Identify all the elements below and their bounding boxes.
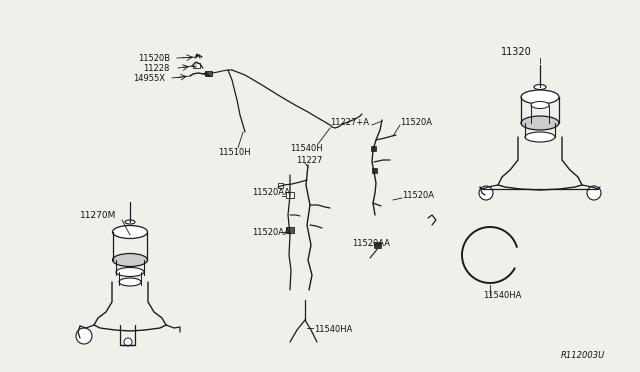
- Bar: [286, 227, 294, 233]
- Text: 11540HA: 11540HA: [483, 291, 522, 299]
- Ellipse shape: [521, 90, 559, 104]
- Text: 11228: 11228: [143, 64, 170, 73]
- Text: 11520B: 11520B: [138, 54, 170, 62]
- Bar: [286, 192, 294, 198]
- Text: 11520AA: 11520AA: [252, 187, 290, 196]
- Text: 11520AA: 11520AA: [252, 228, 290, 237]
- Ellipse shape: [534, 84, 546, 90]
- Circle shape: [76, 328, 92, 344]
- Ellipse shape: [113, 253, 147, 266]
- Ellipse shape: [119, 278, 141, 286]
- Text: 11540H: 11540H: [290, 144, 323, 153]
- Text: 11520A: 11520A: [402, 190, 434, 199]
- Text: 11227+A: 11227+A: [330, 118, 369, 126]
- Ellipse shape: [531, 102, 549, 109]
- Text: 11320: 11320: [500, 47, 531, 57]
- Bar: [374, 242, 381, 248]
- Ellipse shape: [525, 132, 555, 142]
- Text: R112003U: R112003U: [561, 350, 605, 359]
- Circle shape: [479, 186, 493, 200]
- Text: 11540HA: 11540HA: [314, 326, 353, 334]
- Circle shape: [124, 338, 132, 346]
- Bar: [278, 183, 283, 188]
- Text: 14955X: 14955X: [133, 74, 165, 83]
- Ellipse shape: [521, 116, 559, 130]
- Text: 11520A: 11520A: [400, 118, 432, 126]
- Circle shape: [587, 186, 601, 200]
- Ellipse shape: [116, 267, 144, 276]
- Bar: [371, 146, 376, 151]
- Text: 11270M: 11270M: [80, 211, 116, 219]
- Bar: [372, 168, 377, 173]
- Text: 11227: 11227: [296, 155, 323, 164]
- Text: 11510H: 11510H: [218, 148, 251, 157]
- Polygon shape: [196, 54, 198, 56]
- Polygon shape: [193, 63, 196, 65]
- Bar: [205, 71, 212, 76]
- Ellipse shape: [125, 220, 135, 224]
- Ellipse shape: [113, 225, 147, 238]
- Bar: [193, 63, 200, 68]
- Text: 11520AA: 11520AA: [352, 238, 390, 247]
